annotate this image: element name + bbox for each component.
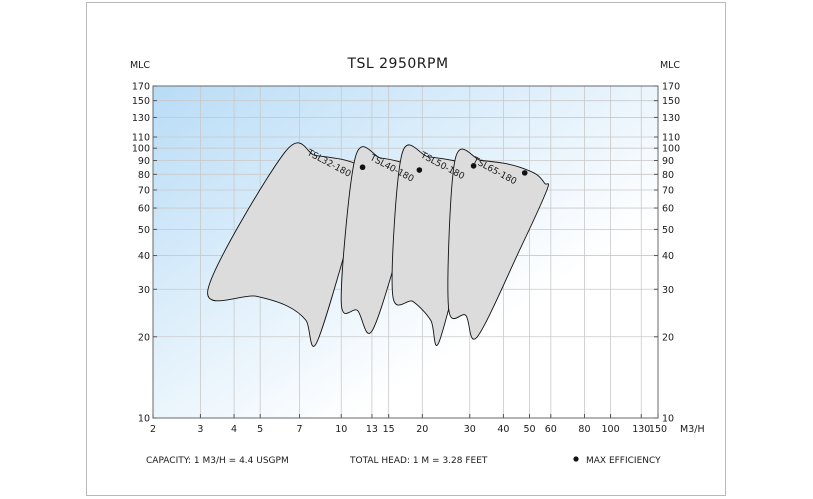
y-tick-label-right: 170 (662, 82, 680, 93)
y-tick-label-right: 90 (662, 156, 674, 167)
x-tick-label: 100 (602, 424, 620, 435)
x-tick-label: 30 (464, 424, 476, 435)
x-tick-label: 2 (150, 424, 156, 435)
y-tick-label-right: 130 (662, 113, 680, 124)
pump-area-tsl65-180 (447, 148, 549, 340)
legend-max-efficiency-label: MAX EFFICIENCY (586, 456, 661, 466)
max-efficiency-points (359, 163, 528, 176)
y-tick-label-right: 70 (662, 185, 674, 196)
y-tick-label-left: 70 (138, 185, 150, 196)
y-tick-label-right: 40 (662, 251, 674, 262)
y-tick-label-right: 10 (662, 414, 674, 425)
x-tick-label: 3 (197, 424, 203, 435)
chart-title: TSL 2950RPM (346, 56, 448, 72)
y-tick-label-left: 80 (138, 170, 150, 181)
capacity-note: CAPACITY: 1 M3/H = 4.4 USGPM (146, 456, 289, 466)
x-tick-label: 13 (366, 424, 378, 435)
y-tick-label-left: 110 (132, 133, 150, 144)
max-efficiency-point-tsl50-180 (470, 163, 477, 169)
y-tick-label-right: 20 (662, 332, 674, 343)
x-tick-label: 7 (297, 424, 303, 435)
y-tick-label-left: 150 (132, 96, 150, 107)
y-tick-label-right: 100 (662, 144, 680, 155)
y-tick-label-left: 170 (132, 82, 150, 93)
x-tick-label: 60 (545, 424, 557, 435)
max-efficiency-point-tsl65-180 (521, 170, 528, 176)
x-tick-label: 5 (257, 424, 263, 435)
y-tick-label-left: 60 (138, 204, 150, 215)
x-tick-label: 80 (578, 424, 590, 435)
y-tick-label-right: 80 (662, 170, 674, 181)
x-tick-label: 50 (523, 424, 535, 435)
x-axis-label: M3/H (680, 424, 705, 435)
x-tick-label: 15 (383, 424, 395, 435)
legend-max-efficiency-dot (573, 456, 579, 462)
y-tick-label-right: 50 (662, 225, 674, 236)
max-efficiency-point-tsl32-180 (359, 164, 366, 171)
pump-area-tsl32-180 (207, 142, 370, 347)
x-tick-label: 4 (231, 424, 237, 435)
x-tick-label: 130 (632, 424, 650, 435)
y-tick-label-right: 60 (662, 204, 674, 215)
x-tick-label: 150 (649, 424, 667, 435)
y-axis-label-right: MLC (660, 60, 680, 71)
y-tick-label-left: 50 (138, 225, 150, 236)
plot-border (152, 85, 659, 419)
y-tick-label-right: 30 (662, 285, 674, 296)
y-tick-label-left: 100 (132, 144, 150, 155)
y-tick-label-left: 130 (132, 113, 150, 124)
y-tick-label-right: 150 (662, 96, 680, 107)
y-tick-label-left: 40 (138, 251, 150, 262)
y-tick-label-left: 20 (138, 332, 150, 343)
max-efficiency-point-tsl40-180 (416, 167, 423, 173)
y-tick-label-left: 30 (138, 285, 150, 296)
x-tick-label: 10 (335, 424, 347, 435)
total-head-note: TOTAL HEAD: 1 M = 3.28 FEET (349, 456, 488, 466)
y-tick-label-left: 10 (138, 414, 150, 425)
y-tick-label-right: 110 (662, 133, 680, 144)
y-tick-label-left: 90 (138, 156, 150, 167)
x-tick-label: 40 (497, 424, 509, 435)
pump-areas (207, 142, 549, 347)
x-tick-label: 20 (416, 424, 428, 435)
y-axis-label-left: MLC (130, 60, 150, 71)
